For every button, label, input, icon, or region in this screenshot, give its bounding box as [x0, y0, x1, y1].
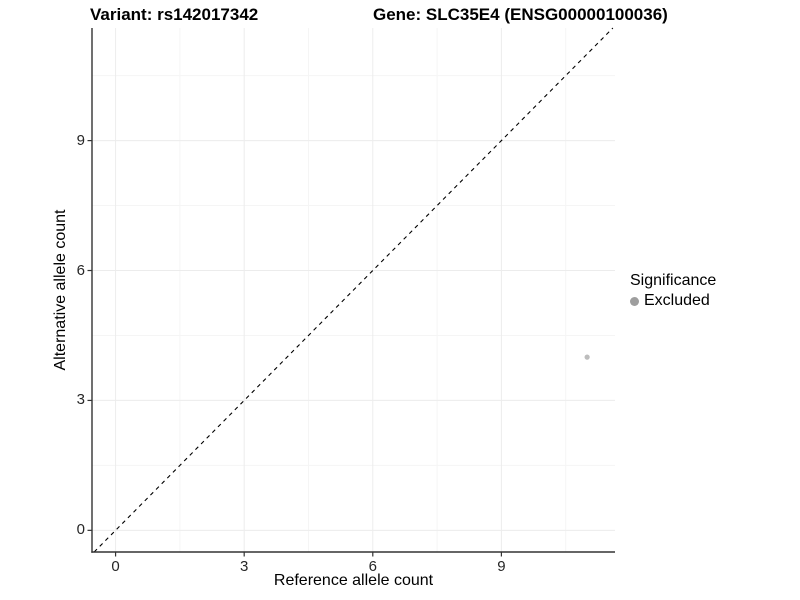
x-tick-label: 0: [111, 558, 120, 575]
x-tick-label: 9: [497, 558, 506, 575]
y-tick-label: 6: [76, 261, 85, 279]
x-tick-label: 3: [240, 558, 249, 575]
excluded-point-icon: [630, 296, 639, 306]
variant-title: Variant: rs142017342: [90, 5, 259, 24]
x-axis-title: Reference allele count: [273, 572, 434, 589]
x-tick-label: 6: [368, 558, 377, 575]
y-tick-label: 0: [76, 521, 85, 539]
y-tick-label: 9: [76, 131, 85, 149]
legend-item-label: Excluded: [644, 292, 710, 309]
legend-title: Significance: [630, 272, 717, 289]
legend-item-excluded: Excluded: [630, 292, 716, 310]
legend: Significance Excluded: [630, 272, 716, 310]
y-tick-label: 3: [76, 391, 85, 409]
identity-line: [93, 27, 614, 553]
data-point-excluded: [584, 354, 590, 360]
gene-title: Gene: SLC35E4 (ENSG00000100036): [373, 5, 668, 24]
